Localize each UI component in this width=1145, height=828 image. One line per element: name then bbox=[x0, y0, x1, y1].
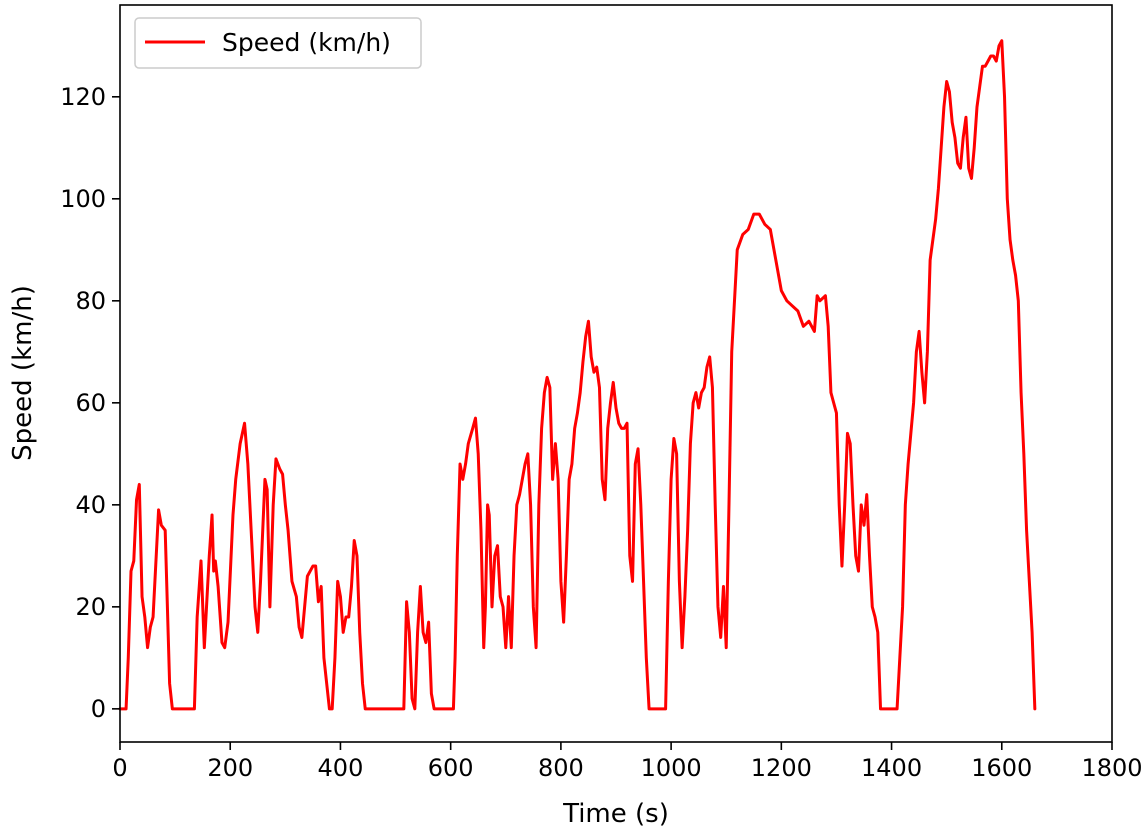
legend-label: Speed (km/h) bbox=[222, 28, 391, 57]
x-tick-label: 200 bbox=[207, 754, 253, 782]
x-axis-label: Time (s) bbox=[562, 799, 669, 828]
x-tick-label: 1400 bbox=[861, 754, 922, 782]
series-line-speed bbox=[118, 39, 1037, 711]
x-tick-label: 1800 bbox=[1081, 754, 1142, 782]
x-tick-label: 600 bbox=[428, 754, 474, 782]
x-tick-label: 1000 bbox=[641, 754, 702, 782]
y-tick-label: 40 bbox=[75, 491, 106, 519]
x-tick-label: 800 bbox=[538, 754, 584, 782]
plot-area bbox=[118, 39, 1037, 711]
x-tick-label: 1600 bbox=[971, 754, 1032, 782]
y-tick-label: 120 bbox=[60, 83, 106, 111]
x-tick-label: 1200 bbox=[751, 754, 812, 782]
y-tick-label: 100 bbox=[60, 185, 106, 213]
x-tick-label: 400 bbox=[318, 754, 364, 782]
x-tick-label: 0 bbox=[112, 754, 127, 782]
legend: Speed (km/h) bbox=[134, 17, 422, 69]
y-axis-ticks: 0 20 40 60 80 100 120 bbox=[60, 83, 120, 723]
y-tick-label: 80 bbox=[75, 287, 106, 315]
x-axis-ticks: 0 200 400 600 800 1000 1200 1400 1600 1800 bbox=[112, 742, 1143, 782]
plot-frame bbox=[119, 4, 1113, 743]
y-tick-label: 20 bbox=[75, 593, 106, 621]
y-axis-label: Speed (km/h) bbox=[8, 285, 38, 461]
legend-box bbox=[134, 17, 422, 69]
y-tick-label: 0 bbox=[91, 695, 106, 723]
y-tick-label: 60 bbox=[75, 389, 106, 417]
